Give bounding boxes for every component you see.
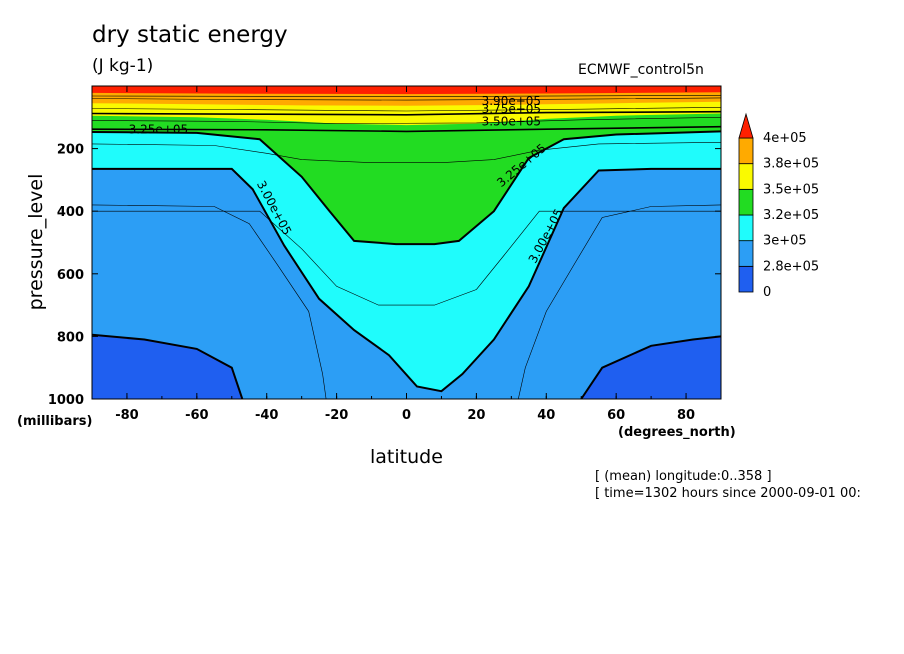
- thin-contour-7: [92, 95, 721, 97]
- x-tick-label-2: -40: [255, 408, 279, 423]
- y-tick-label-1: 400: [57, 205, 84, 220]
- colorbar-label-5: 3.8e+05: [763, 157, 819, 172]
- y-tick-label-4: 1000: [48, 393, 84, 408]
- colorbar-arrow-top: [738, 112, 754, 139]
- thick-contour-0: [92, 167, 721, 393]
- colorbar-box-2: [738, 214, 754, 242]
- contour-label-3: 3.25e+05: [129, 122, 188, 136]
- thin-contour-6: [92, 97, 721, 101]
- thin-contour-5: [92, 107, 721, 112]
- x-axis-label: latitude: [370, 446, 443, 468]
- colorbar-label-0: 0: [763, 285, 771, 300]
- colorbar-box-5: [738, 137, 754, 165]
- colorbar-label-1: 2.8e+05: [763, 259, 819, 274]
- x-tick-label-4: 0: [402, 408, 411, 423]
- x-tick-label-7: 60: [607, 408, 625, 423]
- x-axis-unit: (degrees_north): [618, 425, 736, 440]
- colorbar-box-4: [738, 163, 754, 190]
- colorbar-label-3: 3.2e+05: [763, 208, 819, 223]
- colorbar-label-4: 3.5e+05: [763, 182, 819, 197]
- x-tick-label-8: 80: [677, 408, 695, 423]
- y-axis-unit: (millibars): [17, 414, 93, 429]
- thick-contour-2: [92, 333, 244, 399]
- fill-deep-blue-east: [581, 336, 721, 399]
- fill-deep-blue-west: [92, 334, 243, 399]
- thick-contour-1: [92, 130, 721, 246]
- colorbar-box-1: [738, 240, 754, 267]
- contour-label-2: 3.50e+05: [482, 114, 541, 128]
- thin-contour-1: [518, 204, 721, 399]
- colorbar-box-0: [738, 265, 754, 293]
- y-tick-label-0: 200: [57, 143, 84, 158]
- dataset-name: ECMWF_control5n: [578, 62, 704, 78]
- thick-contour-3: [580, 335, 721, 399]
- y-tick-label-3: 800: [57, 330, 84, 345]
- thick-contour-upper-1: [92, 110, 721, 116]
- contour-label-1: 3.75e+05: [482, 102, 541, 116]
- x-tick-label-5: 20: [467, 408, 485, 423]
- x-tick-label-0: -80: [115, 408, 139, 423]
- colorbar-label-6: 4e+05: [763, 131, 807, 146]
- x-tick-label-3: -20: [325, 408, 349, 423]
- plot-area: 3.90e+053.75e+053.50e+053.25e+053.25e+05…: [92, 86, 721, 399]
- y-tick-label-2: 600: [57, 268, 84, 283]
- time-note: [ time=1302 hours since 2000-09-01 00:: [595, 486, 861, 501]
- chart-title: dry static energy: [92, 22, 288, 48]
- mean-longitude-note: [ (mean) longitude:0..358 ]: [595, 469, 772, 484]
- colorbar-label-2: 3e+05: [763, 234, 807, 249]
- chart-units: (J kg-1): [92, 56, 154, 76]
- thin-contour-4: [92, 117, 721, 124]
- thin-contour-0: [92, 204, 327, 399]
- thick-contour-upper-0: [92, 125, 721, 133]
- x-tick-label-6: 40: [537, 408, 555, 423]
- x-tick-label-1: -60: [185, 408, 209, 423]
- fill-green: [92, 86, 721, 245]
- thin-contour-3: [92, 210, 721, 306]
- thin-contour-2: [92, 142, 721, 163]
- colorbar-box-3: [738, 188, 754, 216]
- contour-label-0: 3.90e+05: [482, 94, 541, 108]
